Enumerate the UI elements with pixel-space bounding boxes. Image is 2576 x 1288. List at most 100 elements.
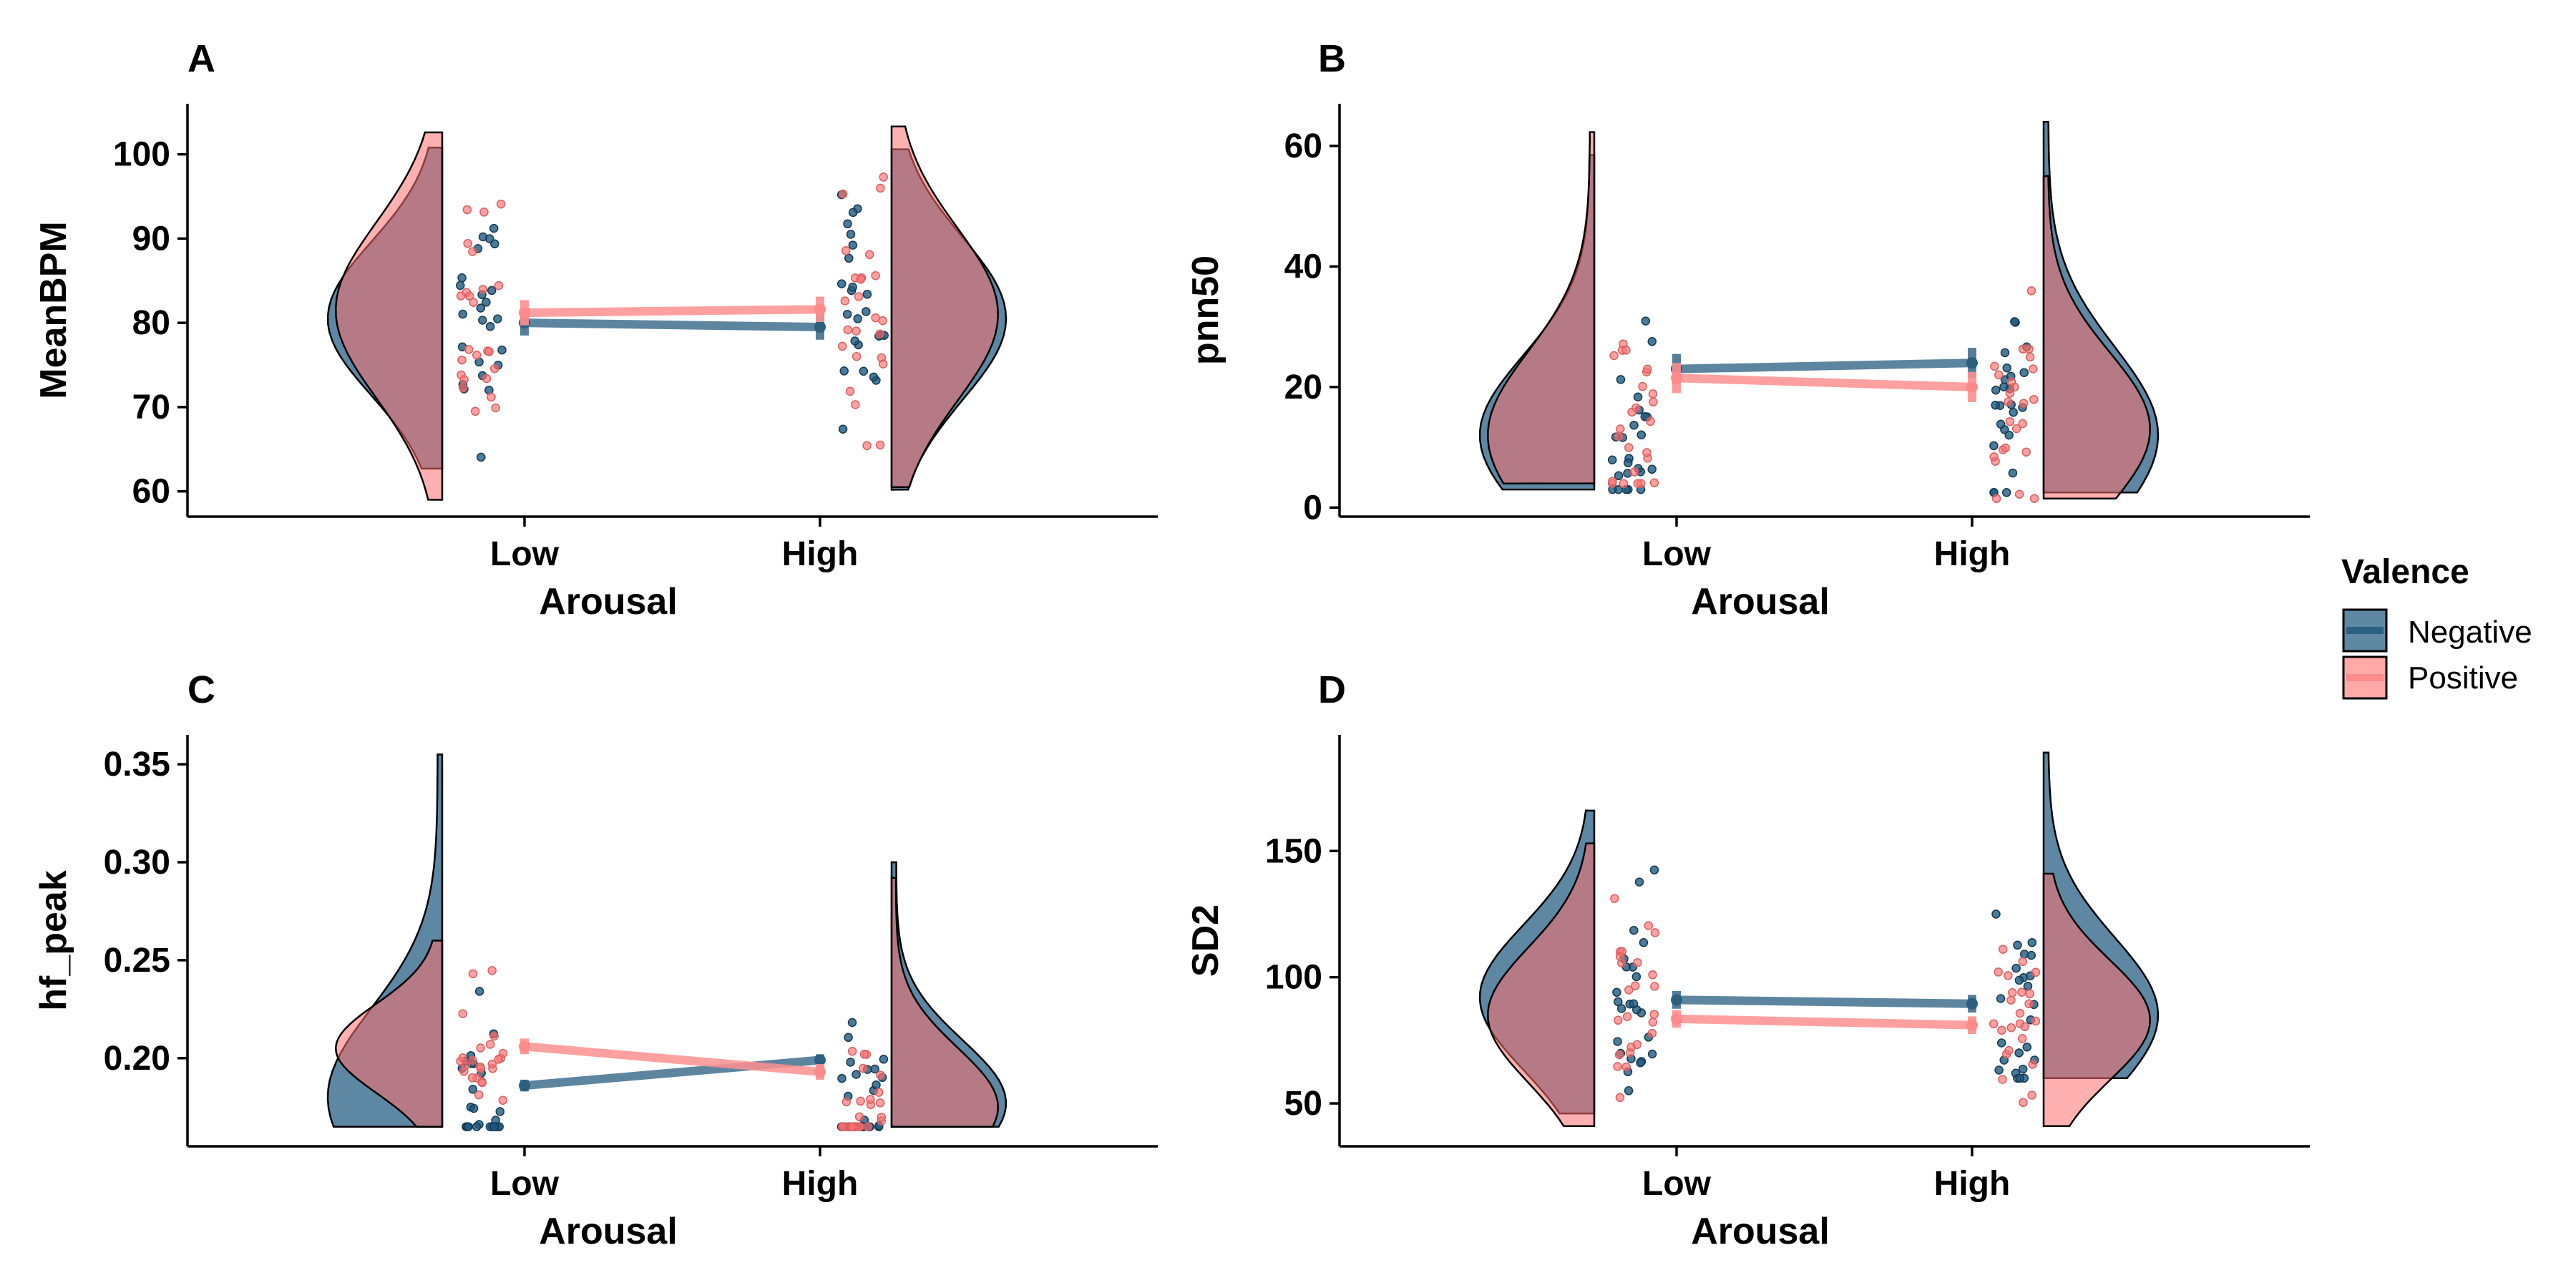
rain-point-positive <box>854 1112 864 1121</box>
rain-point-positive <box>1624 985 1634 995</box>
rain-point-positive <box>2008 988 2017 997</box>
rain-point-positive <box>494 1055 503 1064</box>
rain-point-positive <box>474 1090 484 1100</box>
rain-point-negative <box>477 452 486 462</box>
rain-point-positive <box>487 392 496 402</box>
rain-point-positive <box>1609 351 1619 361</box>
rain-point-negative <box>2010 317 2019 326</box>
rain-point-negative <box>870 1064 879 1074</box>
rain-point-positive <box>498 1096 508 1105</box>
mean-line-positive <box>524 1042 821 1076</box>
rain-point-negative <box>839 366 849 376</box>
rain-point-positive <box>1619 479 1629 488</box>
rain-point-negative <box>848 282 857 292</box>
rain-point-negative <box>2019 368 2029 377</box>
rain-point-positive <box>476 1043 485 1053</box>
rain-point-negative <box>1607 455 1617 464</box>
mean-point-positive <box>1966 381 1978 393</box>
rain-point-negative <box>2002 363 2011 373</box>
rain-point-positive <box>462 205 472 215</box>
y-tick-label: 0.30 <box>104 844 170 882</box>
rain-point-negative <box>464 1122 473 1131</box>
rain-point-positive <box>862 441 872 451</box>
rain-point-positive <box>2011 424 2021 434</box>
rain-point-positive <box>875 440 885 450</box>
mean-point-negative <box>1966 357 1978 369</box>
mean-point-negative <box>814 321 826 333</box>
rain-point-positive <box>472 351 482 360</box>
rain-point-positive <box>2018 957 2028 967</box>
rain-point-positive <box>876 1070 885 1080</box>
rain-point-positive <box>841 245 851 255</box>
rain-point-positive <box>871 313 880 323</box>
mean-line-negative <box>1676 358 1973 374</box>
rain-point-positive <box>871 270 880 280</box>
rain-point-negative <box>1629 999 1639 1009</box>
rain-point-negative <box>457 273 467 283</box>
rain-point-positive <box>858 1063 868 1073</box>
panel-a: A 60 70 80 90 100 Low High Arousal MeanBPM <box>33 37 1158 623</box>
x-tick-label: High <box>1934 1165 2011 1203</box>
rain-point-negative <box>1629 925 1639 935</box>
rain-point-negative <box>472 1122 482 1131</box>
rain-point-positive <box>2005 389 2015 398</box>
rain-point-positive <box>2004 1045 2014 1055</box>
mean-point-negative <box>814 1054 826 1066</box>
rain-point-positive <box>878 359 888 369</box>
rain-point-negative <box>468 1085 478 1094</box>
rain-point-negative <box>1994 1065 2004 1075</box>
rain-point-positive <box>875 329 884 338</box>
rain-point-positive <box>484 347 494 356</box>
y-tick-label: 150 <box>1265 832 1322 870</box>
rain-point-positive <box>1998 945 2008 954</box>
mean-point-positive <box>814 1065 826 1078</box>
rain-point-positive <box>2017 987 2026 997</box>
rain-point-negative <box>476 303 486 313</box>
rain-point-positive <box>859 1050 869 1059</box>
rain-point-positive <box>1629 467 1639 477</box>
rain-point-negative <box>869 372 879 382</box>
rain-point-negative <box>846 230 856 239</box>
rain-point-negative <box>2004 430 2014 440</box>
violin-positive-low <box>1487 842 1596 1128</box>
rain-point-positive <box>856 1096 865 1106</box>
rain-point-positive <box>1989 1019 1999 1029</box>
mean-line-positive <box>1676 374 1973 391</box>
rain-point-positive <box>491 403 500 413</box>
rain-point-negative <box>850 336 859 346</box>
rain-point-negative <box>2001 488 2011 497</box>
legend-item-negative: Negative <box>2342 608 2532 653</box>
rain-point-positive <box>1614 1015 1623 1025</box>
rain-point-negative <box>2008 468 2018 478</box>
y-axis-title: hf_peak <box>33 870 74 1011</box>
rain-point-negative <box>859 366 869 376</box>
rain-point-positive <box>879 172 888 182</box>
violin-positive-low <box>1487 131 1596 484</box>
legend-title: Valence <box>2341 553 2469 591</box>
rain-point-negative <box>848 208 858 218</box>
rain-point-positive <box>876 183 885 193</box>
mean-point-negative <box>519 1080 530 1092</box>
rain-point-positive <box>458 1009 468 1018</box>
rain-point-positive <box>467 1073 477 1083</box>
x-axis-title: Arousal <box>1691 1211 1830 1252</box>
mean-line-negative <box>1676 995 1973 1008</box>
rain-point-negative <box>495 1107 505 1116</box>
rain-point-positive <box>1648 389 1658 399</box>
rain-point-negative <box>2013 940 2022 950</box>
rain-point-negative <box>1996 994 2006 1003</box>
rain-point-negative <box>1647 1049 1657 1059</box>
rain-point-positive <box>1615 1093 1625 1103</box>
legend-item-positive: Positive <box>2342 655 2518 700</box>
violin-positive-high <box>2042 872 2152 1128</box>
x-tick-label: High <box>1934 535 2011 573</box>
rain-point-positive <box>2028 1060 2037 1069</box>
rain-point-positive <box>489 364 499 374</box>
rain-point-positive <box>1643 364 1652 374</box>
rain-point-positive <box>841 1097 852 1107</box>
rain-point-positive <box>2004 397 2013 406</box>
x-axis-title: Arousal <box>539 1211 678 1252</box>
rain-point-negative <box>2015 1073 2025 1083</box>
rain-point-positive <box>1622 1012 1632 1021</box>
y-tick-label: 60 <box>1284 127 1322 165</box>
